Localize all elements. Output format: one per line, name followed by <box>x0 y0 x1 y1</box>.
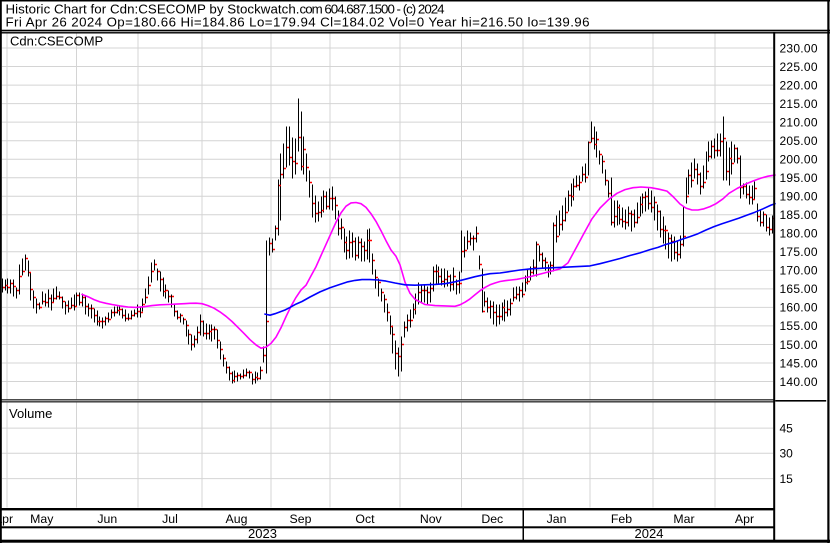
svg-text:195.00: 195.00 <box>780 171 818 185</box>
svg-text:15: 15 <box>780 472 794 486</box>
svg-text:Sep: Sep <box>290 512 312 526</box>
svg-text:200.00: 200.00 <box>780 153 818 167</box>
svg-text:30: 30 <box>780 447 794 461</box>
svg-text:Jul: Jul <box>162 512 178 526</box>
svg-text:210.00: 210.00 <box>780 115 818 129</box>
svg-text:Oct: Oct <box>355 512 375 526</box>
svg-text:145.00: 145.00 <box>780 356 818 370</box>
svg-text:230.00: 230.00 <box>780 41 818 55</box>
svg-text:170.00: 170.00 <box>780 264 818 278</box>
svg-text:Volume: Volume <box>9 406 52 421</box>
svg-text:140.00: 140.00 <box>780 375 818 389</box>
svg-text:175.00: 175.00 <box>780 245 818 259</box>
svg-text:Jan: Jan <box>547 512 567 526</box>
svg-text:Historic Chart for Cdn:CSECOMP: Historic Chart for Cdn:CSECOMP by Stockw… <box>6 2 445 17</box>
svg-text:Aug: Aug <box>226 512 248 526</box>
svg-text:160.00: 160.00 <box>780 301 818 315</box>
svg-text:165.00: 165.00 <box>780 282 818 296</box>
svg-text:150.00: 150.00 <box>780 338 818 352</box>
svg-text:205.00: 205.00 <box>780 134 818 148</box>
svg-text:Jun: Jun <box>97 512 117 526</box>
svg-text:155.00: 155.00 <box>780 319 818 333</box>
svg-text:Dec: Dec <box>481 512 503 526</box>
svg-text:May: May <box>30 512 54 526</box>
svg-text:215.00: 215.00 <box>780 97 818 111</box>
svg-text:Nov: Nov <box>420 512 443 526</box>
svg-text:45: 45 <box>780 421 794 435</box>
svg-text:Cdn:CSECOMP: Cdn:CSECOMP <box>10 34 103 49</box>
svg-text:225.00: 225.00 <box>780 60 818 74</box>
svg-text:2023: 2023 <box>248 526 277 541</box>
svg-text:180.00: 180.00 <box>780 227 818 241</box>
svg-text:190.00: 190.00 <box>780 190 818 204</box>
svg-text:Apr: Apr <box>735 512 754 526</box>
svg-text:220.00: 220.00 <box>780 78 818 92</box>
svg-text:185.00: 185.00 <box>780 208 818 222</box>
svg-text:Apr: Apr <box>0 512 13 526</box>
svg-text:Mar: Mar <box>673 512 694 526</box>
svg-text:Fri Apr 26 2024 Op=180.66 Hi: Fri Apr 26 2024 Op=180.66 Hi=184.86 Lo=1… <box>6 15 590 30</box>
svg-text:Feb: Feb <box>611 512 632 526</box>
svg-text:2024: 2024 <box>635 526 664 541</box>
